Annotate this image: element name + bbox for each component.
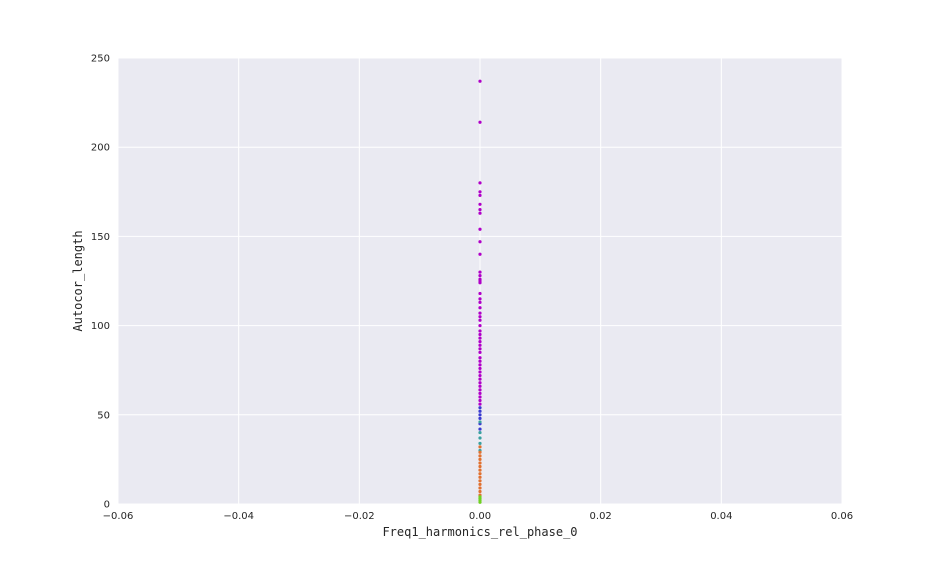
data-point	[478, 427, 482, 431]
data-point	[478, 318, 482, 322]
data-point	[478, 445, 482, 449]
data-point	[478, 420, 482, 424]
data-point	[478, 461, 482, 465]
data-point	[478, 211, 482, 215]
data-point	[478, 297, 482, 301]
data-point	[478, 472, 482, 476]
x-tick-label: 0.02	[590, 511, 612, 522]
data-point	[478, 274, 482, 278]
y-tick-labels: 0 50 100 150 200 250	[91, 54, 110, 511]
data-point	[478, 181, 482, 185]
data-point	[478, 370, 482, 374]
data-point	[478, 227, 482, 231]
data-points	[478, 79, 482, 504]
data-point	[478, 240, 482, 244]
data-point	[478, 252, 482, 256]
data-point	[478, 377, 482, 381]
data-point	[478, 406, 482, 410]
data-point	[478, 436, 482, 440]
data-point	[478, 395, 482, 399]
y-tick-label: 0	[104, 500, 110, 511]
data-point	[478, 398, 482, 403]
x-tick-labels: −0.06 −0.04 −0.02 0.00 0.02 0.04 0.06	[103, 511, 853, 522]
data-point	[478, 431, 482, 435]
data-point	[478, 347, 482, 351]
data-point	[478, 373, 482, 378]
data-point	[478, 291, 482, 296]
data-point	[478, 324, 482, 328]
data-point	[478, 416, 482, 420]
data-point	[478, 366, 482, 371]
data-point	[478, 79, 482, 83]
y-tick-label: 150	[91, 232, 110, 243]
data-point	[478, 500, 482, 504]
y-axis-label: Autocor_length	[71, 230, 85, 331]
x-tick-label: −0.02	[344, 511, 375, 522]
data-point	[478, 202, 482, 206]
data-point	[478, 193, 482, 197]
x-tick-label: 0.00	[469, 511, 491, 522]
data-point	[478, 457, 482, 461]
data-point	[478, 441, 482, 445]
data-point	[478, 468, 482, 472]
data-point	[478, 489, 482, 494]
data-point	[478, 381, 482, 385]
y-tick-label: 50	[97, 410, 110, 421]
data-point	[478, 454, 482, 458]
data-point	[478, 363, 482, 367]
data-point	[478, 402, 482, 406]
data-point	[478, 350, 482, 354]
y-tick-label: 100	[91, 321, 110, 332]
data-point	[478, 359, 482, 363]
data-point	[478, 384, 482, 388]
data-point	[478, 336, 482, 340]
data-point	[478, 391, 482, 395]
data-point	[478, 450, 482, 454]
data-point	[478, 208, 482, 212]
data-point	[478, 464, 482, 469]
data-point	[478, 315, 482, 319]
data-point	[478, 486, 482, 490]
x-tick-label: −0.06	[103, 511, 134, 522]
data-point	[478, 306, 482, 310]
y-tick-label: 250	[91, 54, 110, 65]
x-tick-label: −0.04	[223, 511, 254, 522]
data-point	[478, 120, 482, 124]
data-point	[478, 190, 482, 194]
x-tick-label: 0.06	[831, 511, 853, 522]
data-point	[478, 482, 482, 486]
data-point	[478, 356, 482, 360]
data-point	[478, 300, 482, 305]
x-tick-label: 0.04	[710, 511, 732, 522]
data-point	[478, 479, 482, 483]
data-point	[478, 329, 482, 333]
data-point	[478, 311, 482, 315]
data-point	[478, 388, 482, 392]
data-point	[478, 413, 482, 417]
data-point	[478, 343, 482, 347]
x-axis-label: Freq1_harmonics_rel_phase_0	[382, 525, 577, 539]
y-tick-label: 200	[91, 143, 110, 154]
data-point	[478, 475, 482, 479]
data-point	[478, 332, 482, 337]
data-point	[478, 281, 482, 285]
data-point	[478, 409, 482, 413]
data-point	[478, 270, 482, 274]
data-point	[478, 340, 482, 344]
